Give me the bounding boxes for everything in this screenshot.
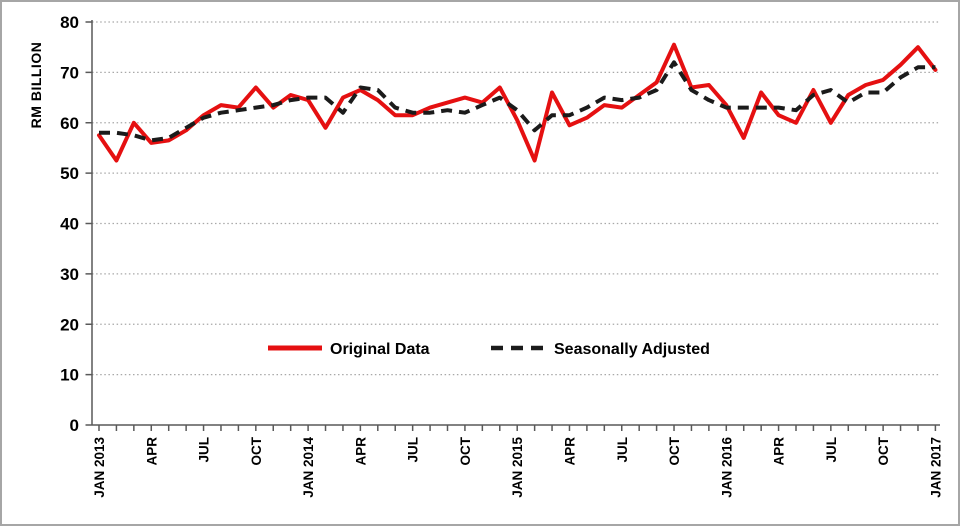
y-tick-label: 0 [70,416,79,435]
x-tick-label: JAN 2014 [301,437,316,498]
x-tick-label: OCT [876,436,891,465]
x-tick-label: JAN 2017 [928,437,943,498]
y-tick-label: 40 [60,215,79,234]
x-tick-label: APR [144,437,159,466]
x-tick-label: JAN 2013 [92,437,107,498]
y-tick-label: 30 [60,265,79,284]
x-tick-label: JUL [824,437,839,463]
x-tick-marks [98,425,937,431]
original-data-line [97,42,938,163]
x-tick-label: JAN 2015 [510,437,525,498]
x-tick-label: OCT [458,436,473,465]
y-tick-labels: 0 10 20 30 40 50 60 70 80 [60,13,79,435]
x-tick-labels: JAN 2013 APR JUL OCT JAN 2014 APR JUL OCT JAN 20… [92,436,943,498]
y-tick-label: 70 [60,63,79,82]
x-tick-label: JUL [615,437,630,463]
x-tick-label: APR [353,437,368,466]
x-tick-label: JUL [406,437,421,463]
x-tick-label: OCT [667,436,682,465]
y-axis-title: RM BILLION [28,42,44,129]
y-tick-marks [85,21,92,426]
x-tick-label: OCT [249,436,264,465]
y-tick-label: 10 [60,366,79,385]
x-tick-label: APR [562,437,577,466]
y-tick-label: 60 [60,114,79,133]
y-tick-label: 80 [60,13,79,32]
x-tick-label: JUL [197,437,212,463]
legend-original-label: Original Data [330,341,430,358]
x-tick-label: JAN 2016 [719,437,734,498]
gridlines [92,21,940,376]
legend-adjusted-label: Seasonally Adjusted [554,341,710,358]
seasonally-adjusted-line [99,60,936,143]
x-tick-label: APR [772,437,787,466]
y-tick-label: 50 [60,164,79,183]
y-tick-label: 20 [60,315,79,334]
axes [85,20,940,431]
legend: Original Data Seasonally Adjusted [268,341,710,358]
